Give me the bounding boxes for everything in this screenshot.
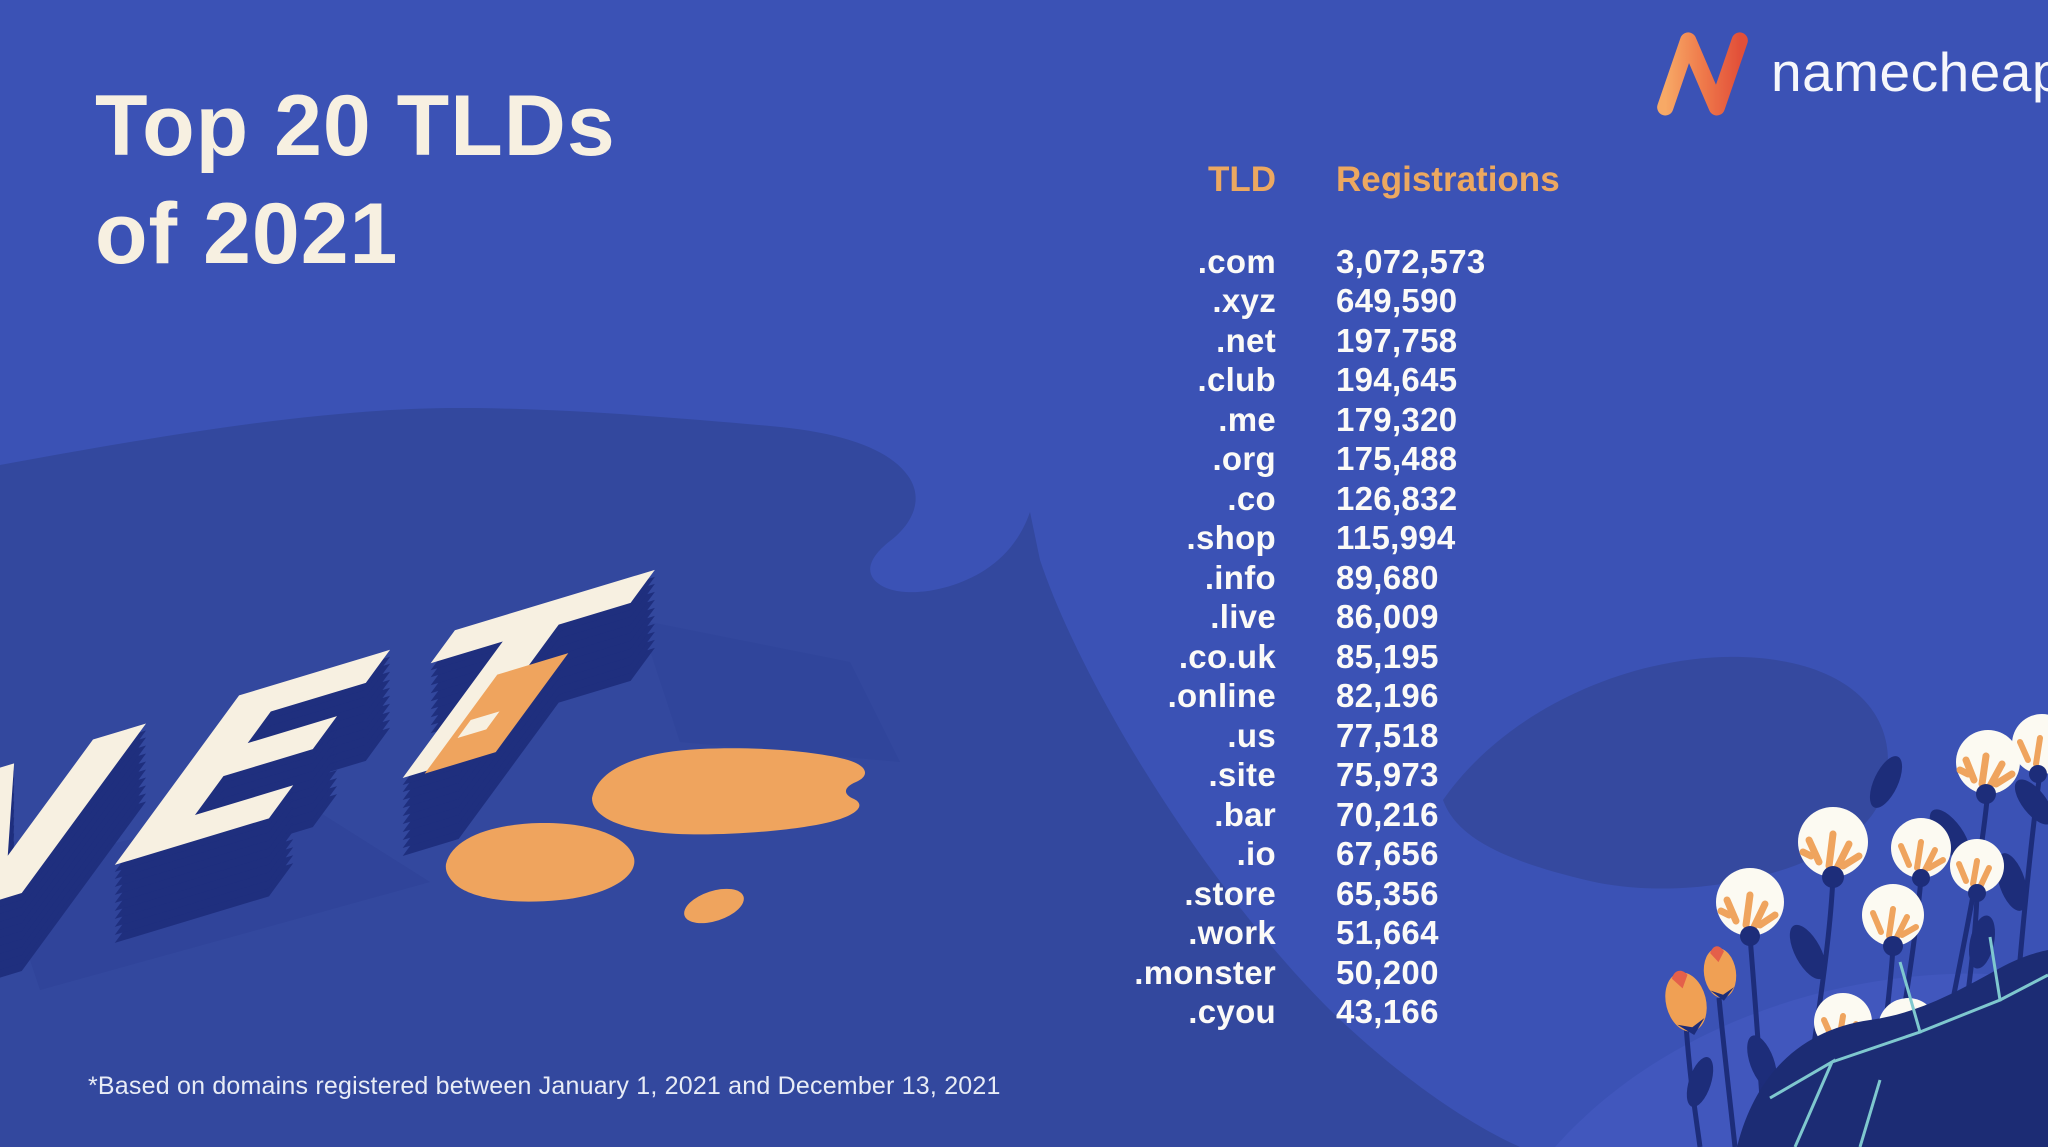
registrations-cell: 175,488 xyxy=(1336,440,1458,478)
paint-splash-small xyxy=(684,888,744,924)
tld-cell: .site xyxy=(1208,756,1276,794)
table-row: .store 65,356 xyxy=(1000,874,1720,914)
tld-cell: .cyou xyxy=(1188,993,1276,1031)
table-row: .org 175,488 xyxy=(1000,440,1720,480)
table-header-row: TLD Registrations xyxy=(1000,160,1720,200)
table-row: .live 86,009 xyxy=(1000,598,1720,638)
table-row: .xyz 649,590 xyxy=(1000,282,1720,322)
registrations-cell: 86,009 xyxy=(1336,598,1439,636)
registrations-cell: 65,356 xyxy=(1336,874,1439,912)
tld-cell: .me xyxy=(1218,400,1276,438)
registrations-cell: 67,656 xyxy=(1336,835,1439,873)
net-t-stem-paint xyxy=(424,653,569,774)
tld-cell: .work xyxy=(1188,914,1276,952)
net-3d-illustration: NET xyxy=(0,511,900,1094)
background-dark-lens xyxy=(1443,656,1888,889)
registrations-cell: 50,200 xyxy=(1336,953,1439,991)
tld-cell: .shop xyxy=(1186,519,1276,557)
table-row: .monster 50,200 xyxy=(1000,953,1720,993)
registrations-cell: 43,166 xyxy=(1336,993,1439,1031)
tld-cell: .club xyxy=(1197,361,1276,399)
tld-cell: .net xyxy=(1216,321,1276,359)
tld-cell: .xyz xyxy=(1212,282,1276,320)
flower-leaves xyxy=(1686,756,2048,1107)
column-header-tld: TLD xyxy=(1207,160,1276,199)
table-row: .club 194,645 xyxy=(1000,361,1720,401)
registrations-cell: 194,645 xyxy=(1336,361,1458,399)
table-row: .net 197,758 xyxy=(1000,321,1720,361)
table-row: .info 89,680 xyxy=(1000,558,1720,598)
flower-buds xyxy=(1665,946,1737,1035)
column-header-registrations: Registrations xyxy=(1336,160,1560,199)
tld-cell: .io xyxy=(1236,835,1276,873)
net-ground-shadow-right xyxy=(640,620,900,762)
tld-cell: .monster xyxy=(1134,953,1276,991)
table-row: .co 126,832 xyxy=(1000,479,1720,519)
tld-cell: .store xyxy=(1184,874,1276,912)
tld-cell: .co xyxy=(1227,479,1276,517)
registrations-cell: 75,973 xyxy=(1336,756,1439,794)
table-row: .online 82,196 xyxy=(1000,677,1720,717)
registrations-cell: 85,195 xyxy=(1336,637,1439,675)
table-row: .bar 70,216 xyxy=(1000,795,1720,835)
tld-cell: .info xyxy=(1204,558,1276,596)
tld-cell: .com xyxy=(1197,242,1276,280)
flowers-illustration xyxy=(1665,714,2048,1147)
table-row: .io 67,656 xyxy=(1000,835,1720,875)
paint-splash-medium xyxy=(445,822,635,902)
table-row: .us 77,518 xyxy=(1000,716,1720,756)
registrations-cell: 77,518 xyxy=(1336,716,1439,754)
tld-cell: .bar xyxy=(1214,795,1276,833)
registrations-cell: 70,216 xyxy=(1336,795,1439,833)
registrations-cell: 89,680 xyxy=(1336,558,1439,596)
registrations-cell: 3,072,573 xyxy=(1336,242,1486,280)
page-title-line1: Top 20 TLDs xyxy=(95,78,616,174)
mound-illustration xyxy=(1737,936,2048,1147)
registrations-cell: 197,758 xyxy=(1336,321,1458,359)
table-row: .co.uk 85,195 xyxy=(1000,637,1720,677)
registrations-cell: 51,664 xyxy=(1336,914,1439,952)
table-row: .work 51,664 xyxy=(1000,914,1720,954)
tld-cell: .live xyxy=(1210,598,1276,636)
registrations-cell: 649,590 xyxy=(1336,282,1458,320)
footnote-text: *Based on domains registered between Jan… xyxy=(88,1072,1001,1100)
brand-wordmark: namecheap xyxy=(1771,41,2048,103)
paint-splash-large xyxy=(592,748,866,835)
tld-cell: .org xyxy=(1212,440,1276,478)
namecheap-n-icon xyxy=(1657,32,1748,116)
table-row: .com 3,072,573 xyxy=(1000,242,1720,282)
registrations-cell: 126,832 xyxy=(1336,479,1458,517)
table-row: .me 179,320 xyxy=(1000,400,1720,440)
brand-logo: namecheap xyxy=(1650,28,2048,116)
page-title: Top 20 TLDs of 2021 xyxy=(95,72,616,289)
table-row: .cyou 43,166 xyxy=(1000,993,1720,1033)
tld-cell: .co.uk xyxy=(1178,637,1276,675)
paint-splash-illustration xyxy=(445,748,866,924)
registrations-cell: 179,320 xyxy=(1336,400,1458,438)
tld-cell: .us xyxy=(1227,716,1276,754)
table-row: .site 75,973 xyxy=(1000,756,1720,796)
mound-vein-lines xyxy=(1769,936,2048,1147)
table-row: .shop 115,994 xyxy=(1000,519,1720,559)
page-title-line2: of 2021 xyxy=(95,186,399,283)
tld-cell: .online xyxy=(1167,677,1276,715)
tld-table: TLD Registrations .com 3,072,573 .xyz 649,… xyxy=(1000,160,1720,1032)
registrations-cell: 82,196 xyxy=(1336,677,1439,715)
registrations-cell: 115,994 xyxy=(1336,519,1456,557)
